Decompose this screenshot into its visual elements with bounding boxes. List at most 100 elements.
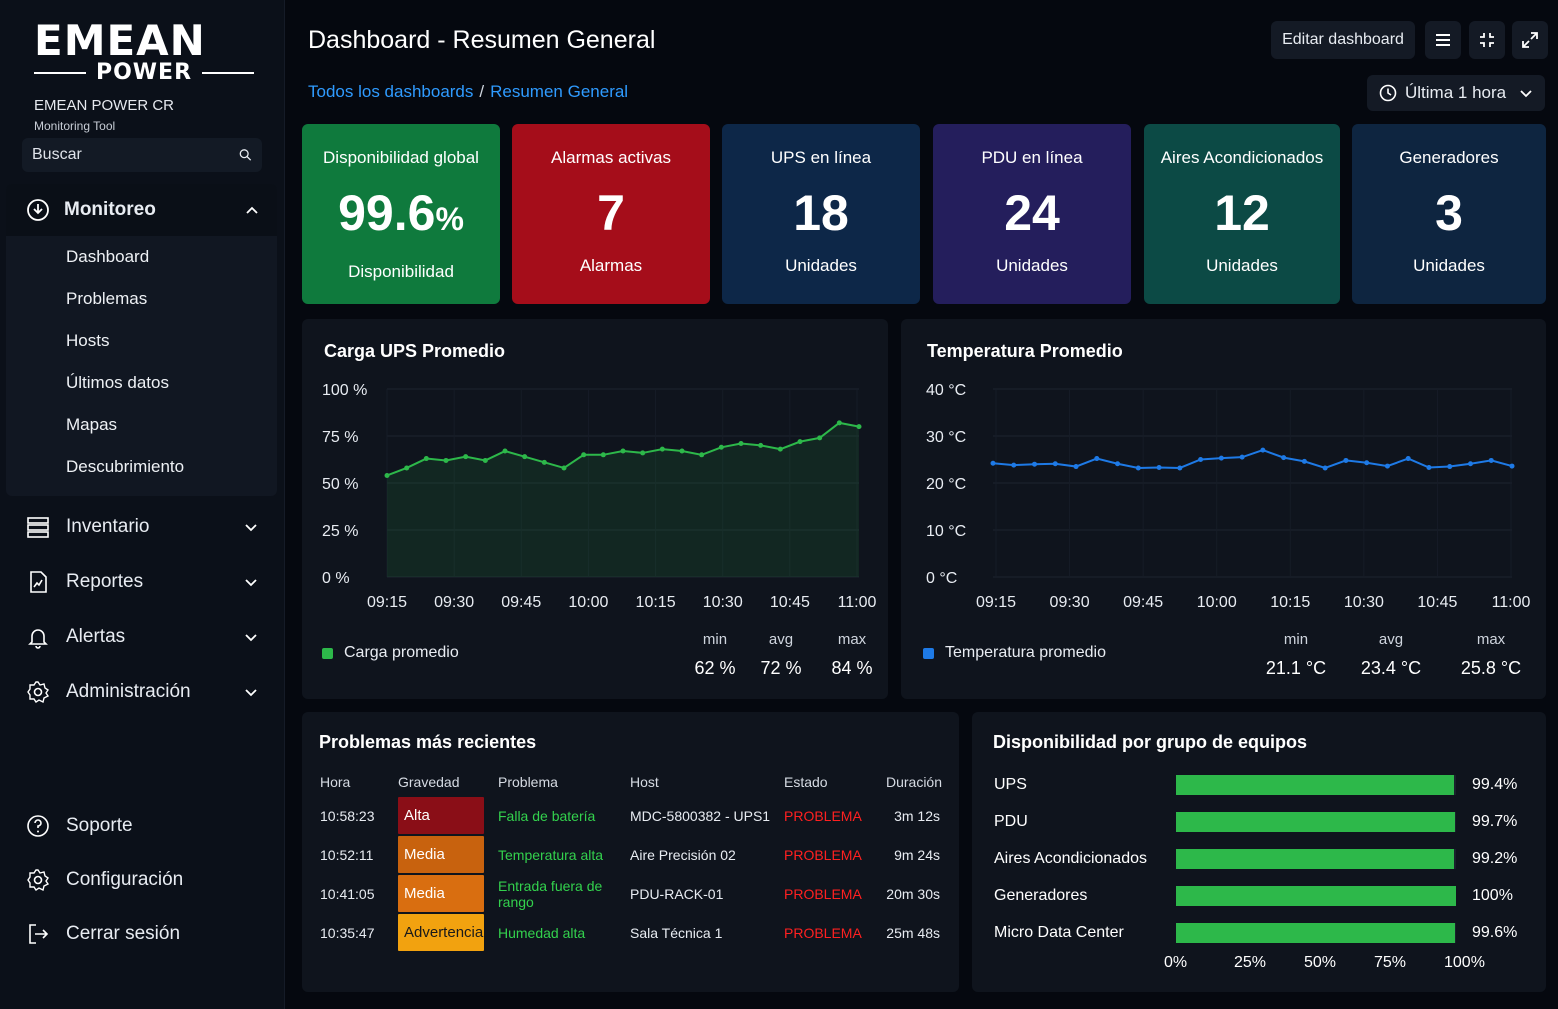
data-point[interactable] (581, 452, 587, 458)
data-point[interactable] (1052, 461, 1058, 467)
data-point[interactable] (1488, 457, 1494, 463)
search-icon[interactable] (239, 146, 252, 164)
data-point[interactable] (1301, 458, 1307, 464)
data-point[interactable] (1032, 461, 1038, 467)
breadcrumb-all-dashboards[interactable]: Todos los dashboards (308, 82, 474, 101)
data-point[interactable] (679, 448, 685, 454)
sidebar-section-administracion[interactable]: Administración (26, 676, 266, 708)
data-point[interactable] (463, 454, 469, 460)
data-point[interactable] (718, 444, 724, 450)
data-point[interactable] (600, 452, 606, 458)
data-point[interactable] (1322, 465, 1328, 471)
sidebar-item-configuracion[interactable]: Configuración (26, 864, 266, 896)
data-point[interactable] (1467, 461, 1473, 467)
table-row[interactable]: 10:58:23 Alta Falla de batería MDC-5800382 … (318, 796, 942, 835)
availability-row[interactable]: PDU 99.7% (994, 810, 1534, 834)
data-point[interactable] (1405, 456, 1411, 462)
data-point[interactable] (836, 420, 842, 426)
sidebar-item-problemas[interactable]: Problemas (66, 289, 148, 308)
stat-card-ups[interactable]: UPS en línea 18 Unidades (722, 124, 920, 304)
data-point[interactable] (1011, 462, 1017, 468)
data-point[interactable] (1135, 465, 1141, 471)
search-input[interactable] (32, 146, 239, 164)
availability-row[interactable]: Micro Data Center 99.6% (994, 921, 1534, 945)
stat-card-alarmas[interactable]: Alarmas activas 7 Alarmas (512, 124, 710, 304)
sidebar-item-ultimos-datos[interactable]: Últimos datos (66, 373, 169, 392)
data-point[interactable] (541, 459, 547, 465)
sidebar-section-inventario[interactable]: Inventario (26, 511, 266, 543)
stat-card-disponibilidad[interactable]: Disponibilidad global 99.6% Disponibilid… (302, 124, 500, 304)
bar[interactable] (1176, 849, 1454, 869)
data-point[interactable] (738, 441, 744, 447)
data-point[interactable] (797, 439, 803, 445)
sidebar-item-hosts[interactable]: Hosts (66, 331, 110, 350)
data-point[interactable] (1218, 455, 1224, 461)
edit-dashboard-button[interactable]: Editar dashboard (1271, 21, 1415, 59)
table-row[interactable]: 10:52:11 Media Temperatura alta Aire Precis… (318, 835, 942, 874)
data-point[interactable] (443, 457, 449, 463)
chart-legend[interactable]: Temperatura promedio (923, 644, 1106, 662)
data-point[interactable] (1426, 464, 1432, 470)
chevron-up-icon[interactable] (245, 203, 259, 217)
data-point[interactable] (1364, 460, 1370, 466)
data-point[interactable] (1073, 464, 1079, 470)
sidebar-section-monitoreo[interactable]: Monitoreo (6, 184, 277, 236)
data-point[interactable] (1198, 457, 1204, 462)
data-point[interactable] (1156, 464, 1162, 470)
chart-legend[interactable]: Carga promedio (322, 644, 459, 662)
data-point[interactable] (1343, 457, 1349, 463)
sidebar-item-soporte[interactable]: Soporte (26, 810, 266, 842)
data-point[interactable] (1509, 463, 1515, 469)
menu-button[interactable] (1425, 21, 1461, 59)
stat-card-aires[interactable]: Aires Acondicionados 12 Unidades (1144, 124, 1340, 304)
chevron-down-icon[interactable] (244, 520, 258, 534)
sidebar-item-cerrar-sesion[interactable]: Cerrar sesión (26, 918, 266, 950)
stat-card-generadores[interactable]: Generadores 3 Unidades (1352, 124, 1546, 304)
data-point[interactable] (1281, 455, 1287, 461)
data-point[interactable] (640, 450, 646, 456)
data-point[interactable] (1177, 465, 1183, 471)
chevron-down-icon[interactable] (244, 575, 258, 589)
data-point[interactable] (777, 446, 783, 452)
data-point[interactable] (1384, 463, 1390, 469)
sidebar-section-alertas[interactable]: Alertas (26, 621, 266, 653)
data-point[interactable] (423, 456, 429, 462)
data-point[interactable] (659, 446, 665, 452)
search-box[interactable] (22, 138, 262, 172)
col-hora[interactable]: Hora (320, 774, 351, 790)
data-point[interactable] (404, 465, 410, 471)
time-range-select[interactable]: Última 1 hora (1367, 75, 1545, 111)
data-point[interactable] (699, 452, 705, 458)
bar[interactable] (1176, 886, 1456, 906)
data-point[interactable] (384, 472, 390, 478)
data-point[interactable] (990, 460, 996, 466)
availability-row[interactable]: Aires Acondicionados 99.2% (994, 847, 1534, 871)
table-row[interactable]: 10:35:47 Advertencia Humedad alta Sala Técn… (318, 913, 942, 952)
stat-card-pdu[interactable]: PDU en línea 24 Unidades (933, 124, 1131, 304)
data-point[interactable] (758, 442, 764, 448)
data-point[interactable] (817, 435, 823, 441)
col-gravedad[interactable]: Gravedad (398, 774, 460, 790)
breadcrumb-current[interactable]: Resumen General (490, 82, 629, 101)
fit-screen-button[interactable] (1469, 21, 1505, 59)
col-estado[interactable]: Estado (784, 774, 828, 790)
sidebar-item-dashboard[interactable]: Dashboard (66, 247, 150, 266)
data-point[interactable] (620, 448, 626, 454)
bar[interactable] (1176, 923, 1455, 943)
data-point[interactable] (561, 465, 567, 471)
availability-row[interactable]: UPS 99.4% (994, 773, 1534, 797)
data-point[interactable] (1239, 454, 1245, 460)
sidebar-item-descubrimiento[interactable]: Descubrimiento (66, 457, 185, 476)
data-point[interactable] (1447, 464, 1453, 470)
availability-row[interactable]: Generadores 100% (994, 884, 1534, 908)
data-point[interactable] (1260, 447, 1266, 453)
fullscreen-button[interactable] (1512, 21, 1548, 59)
chevron-down-icon[interactable] (244, 630, 258, 644)
sidebar-item-mapas[interactable]: Mapas (66, 415, 118, 434)
data-point[interactable] (856, 424, 862, 430)
data-point[interactable] (1094, 456, 1100, 462)
bar[interactable] (1176, 812, 1456, 832)
data-point[interactable] (482, 457, 488, 463)
data-point[interactable] (522, 454, 528, 460)
data-point[interactable] (1115, 461, 1121, 467)
